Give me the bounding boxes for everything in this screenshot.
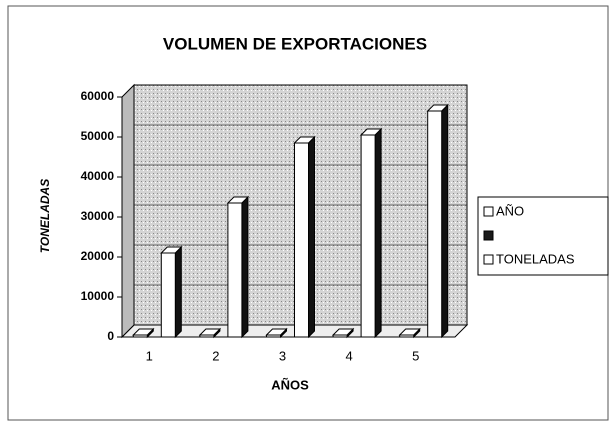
- y-tick-label: 50000: [81, 129, 115, 143]
- x-tick-label: 5: [412, 348, 419, 363]
- x-tick-label: 2: [212, 348, 219, 363]
- x-tick-label: 1: [146, 348, 153, 363]
- bar: [132, 334, 148, 338]
- x-tick-label: 4: [345, 348, 352, 363]
- bar-side: [174, 245, 182, 339]
- x-tick-label: 3: [279, 348, 286, 363]
- y-tick-label: 20000: [81, 249, 115, 263]
- y-tick-label: 30000: [81, 209, 115, 223]
- bar-side: [241, 195, 249, 339]
- bar: [160, 252, 176, 338]
- x-axis-label: AÑOS: [271, 377, 309, 392]
- chart-title: VOLUMEN DE EXPORTACIONES: [163, 34, 427, 53]
- bar: [199, 334, 215, 338]
- legend: [477, 196, 609, 276]
- y-tick-label: 40000: [81, 169, 115, 183]
- legend-swatch: [483, 230, 494, 241]
- legend-swatch: [483, 254, 494, 265]
- legend-label: AÑO: [496, 203, 524, 218]
- bar: [266, 334, 281, 338]
- bar: [227, 202, 243, 338]
- y-tick-label: 60000: [81, 89, 115, 103]
- bar-side: [441, 103, 449, 339]
- legend-label: TONELADAS: [496, 251, 575, 266]
- bar: [294, 142, 309, 338]
- bar: [399, 334, 415, 338]
- y-tick-label: 0: [107, 329, 114, 343]
- bar: [360, 134, 376, 338]
- y-axis-label: TONELADAS: [38, 179, 52, 253]
- bar: [427, 110, 443, 338]
- legend-swatch: [483, 206, 494, 217]
- bar-side: [374, 127, 382, 339]
- plot-side: [121, 83, 135, 339]
- bar: [332, 334, 348, 338]
- bar-side: [308, 135, 315, 339]
- y-tick-label: 10000: [81, 289, 115, 303]
